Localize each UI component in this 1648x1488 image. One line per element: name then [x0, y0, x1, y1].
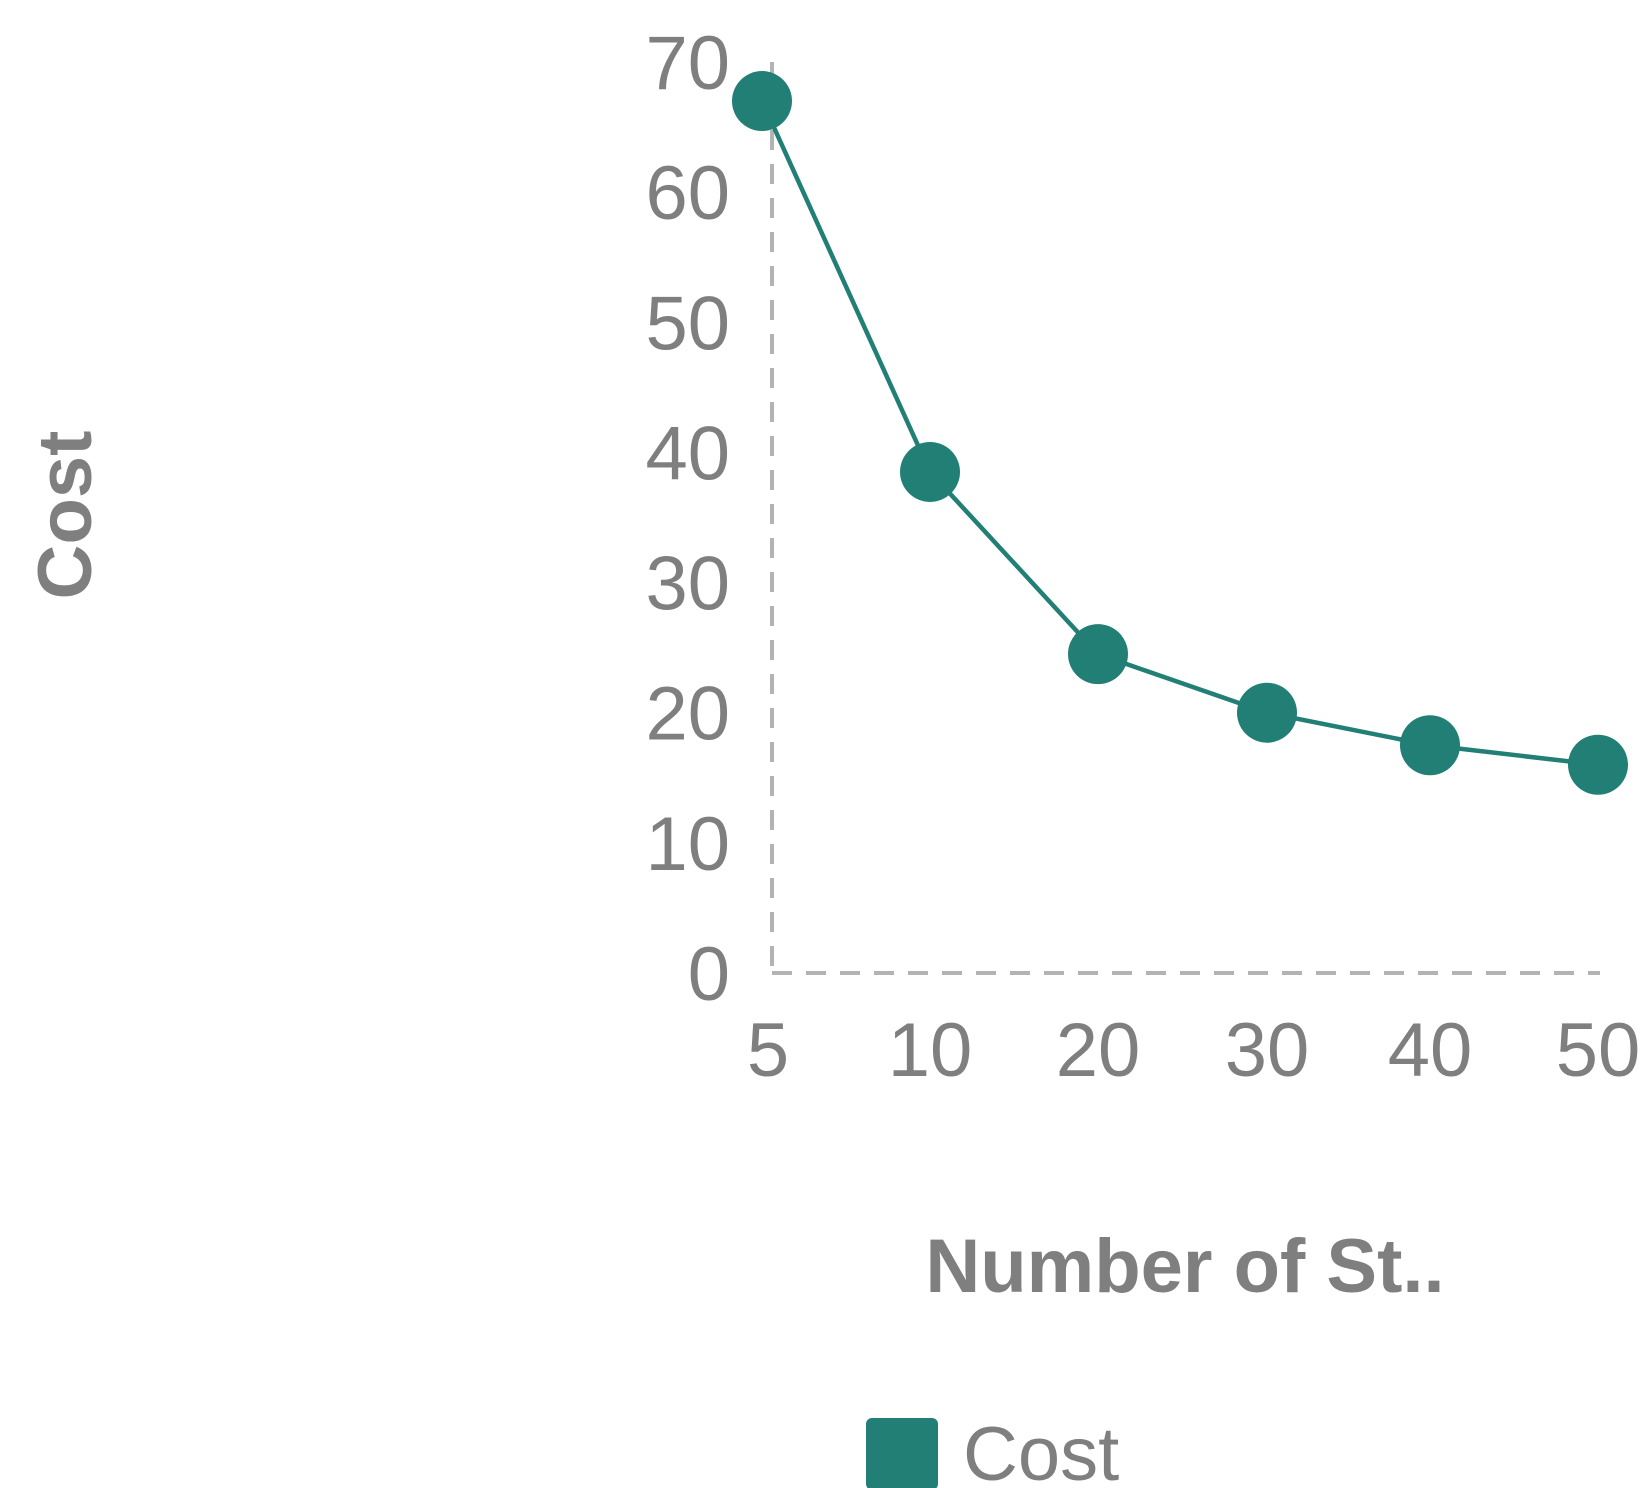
data-point [1568, 734, 1628, 795]
series-line-cost [759, 100, 1599, 768]
x-tick-label: 20 [1056, 1008, 1141, 1093]
series-cost [732, 71, 1628, 795]
y-tick-label: 70 [645, 21, 730, 106]
y-axis-title: Cost [23, 431, 108, 600]
x-tick-label: 10 [888, 1008, 973, 1093]
data-points [732, 71, 1628, 795]
y-tick-label: 30 [645, 542, 730, 627]
legend: Cost [866, 1412, 1119, 1488]
x-tick-labels: 5 10 20 30 40 50 [747, 1008, 1640, 1093]
y-tick-label: 0 [688, 932, 730, 1017]
legend-label-cost: Cost [963, 1412, 1119, 1488]
y-tick-labels: 0 10 20 30 40 50 60 70 [645, 21, 730, 1017]
data-point [900, 441, 960, 502]
x-tick-label: 30 [1225, 1008, 1310, 1093]
y-tick-label: 10 [645, 802, 730, 887]
y-tick-label: 20 [645, 672, 730, 757]
data-point [1068, 624, 1128, 685]
data-point [1400, 715, 1460, 776]
x-tick-label: 50 [1556, 1008, 1641, 1093]
data-point [732, 71, 792, 132]
y-axis: 0 10 20 30 40 50 60 70 [645, 21, 774, 1017]
y-tick-label: 40 [645, 411, 730, 496]
x-axis: 5 10 20 30 40 50 [747, 971, 1640, 1093]
legend-swatch-cost [866, 1418, 938, 1488]
x-tick-label: 5 [747, 1008, 789, 1093]
x-tick-label: 40 [1388, 1008, 1473, 1093]
data-point [1237, 682, 1297, 743]
x-axis-title: Number of St.. [925, 1224, 1444, 1309]
y-tick-label: 50 [645, 281, 730, 366]
y-tick-label: 60 [645, 151, 730, 236]
